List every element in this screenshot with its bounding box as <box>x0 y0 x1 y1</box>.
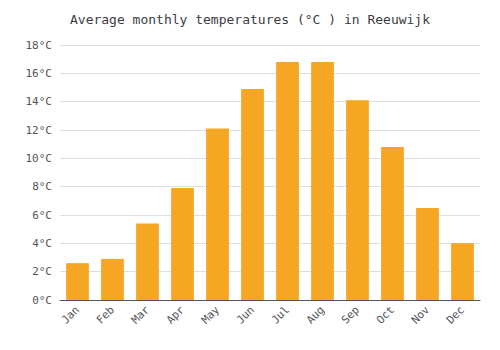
svg-text:Jun: Jun <box>234 303 257 326</box>
svg-text:Sep: Sep <box>339 303 362 326</box>
svg-text:8°C: 8°C <box>32 180 52 193</box>
svg-text:Feb: Feb <box>94 303 117 326</box>
svg-text:16°C: 16°C <box>26 67 53 80</box>
svg-text:Aug: Aug <box>304 303 327 326</box>
svg-text:Oct: Oct <box>374 303 397 326</box>
svg-text:Mar: Mar <box>129 303 152 326</box>
svg-text:Average monthly temperatures (: Average monthly temperatures (°C ) in Re… <box>70 12 430 27</box>
svg-text:Jul: Jul <box>269 303 292 326</box>
svg-text:May: May <box>199 303 222 326</box>
svg-text:10°C: 10°C <box>26 152 53 165</box>
svg-text:12°C: 12°C <box>26 124 53 137</box>
svg-text:14°C: 14°C <box>26 95 53 108</box>
svg-text:Jan: Jan <box>59 303 82 326</box>
svg-text:Dec: Dec <box>444 303 467 326</box>
svg-text:18°C: 18°C <box>26 39 53 52</box>
svg-text:Apr: Apr <box>164 303 187 326</box>
svg-text:6°C: 6°C <box>32 209 52 222</box>
svg-text:0°C: 0°C <box>32 294 52 307</box>
svg-text:Nov: Nov <box>409 303 432 326</box>
svg-text:4°C: 4°C <box>32 237 52 250</box>
svg-text:2°C: 2°C <box>32 265 52 278</box>
